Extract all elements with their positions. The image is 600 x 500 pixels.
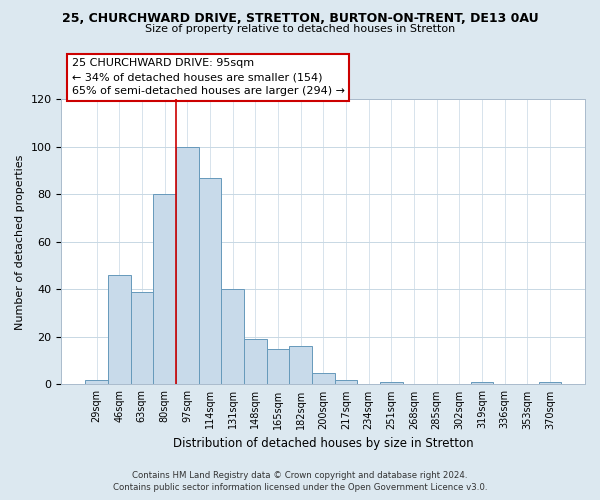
Text: Contains HM Land Registry data © Crown copyright and database right 2024.
Contai: Contains HM Land Registry data © Crown c… [113, 471, 487, 492]
Bar [131, 292, 153, 384]
Bar [221, 290, 244, 384]
X-axis label: Distribution of detached houses by size in Stretton: Distribution of detached houses by size … [173, 437, 473, 450]
Text: 25, CHURCHWARD DRIVE, STRETTON, BURTON-ON-TRENT, DE13 0AU: 25, CHURCHWARD DRIVE, STRETTON, BURTON-O… [62, 12, 538, 26]
Bar [289, 346, 312, 385]
Y-axis label: Number of detached properties: Number of detached properties [15, 154, 25, 330]
Bar [244, 340, 266, 384]
Bar [539, 382, 561, 384]
Bar [312, 372, 335, 384]
Bar [176, 147, 199, 384]
Bar [470, 382, 493, 384]
Text: Size of property relative to detached houses in Stretton: Size of property relative to detached ho… [145, 24, 455, 34]
Bar [335, 380, 357, 384]
Bar [199, 178, 221, 384]
Text: 25 CHURCHWARD DRIVE: 95sqm
← 34% of detached houses are smaller (154)
65% of sem: 25 CHURCHWARD DRIVE: 95sqm ← 34% of deta… [72, 58, 345, 96]
Bar [380, 382, 403, 384]
Bar [153, 194, 176, 384]
Bar [85, 380, 108, 384]
Bar [108, 275, 131, 384]
Bar [266, 349, 289, 384]
